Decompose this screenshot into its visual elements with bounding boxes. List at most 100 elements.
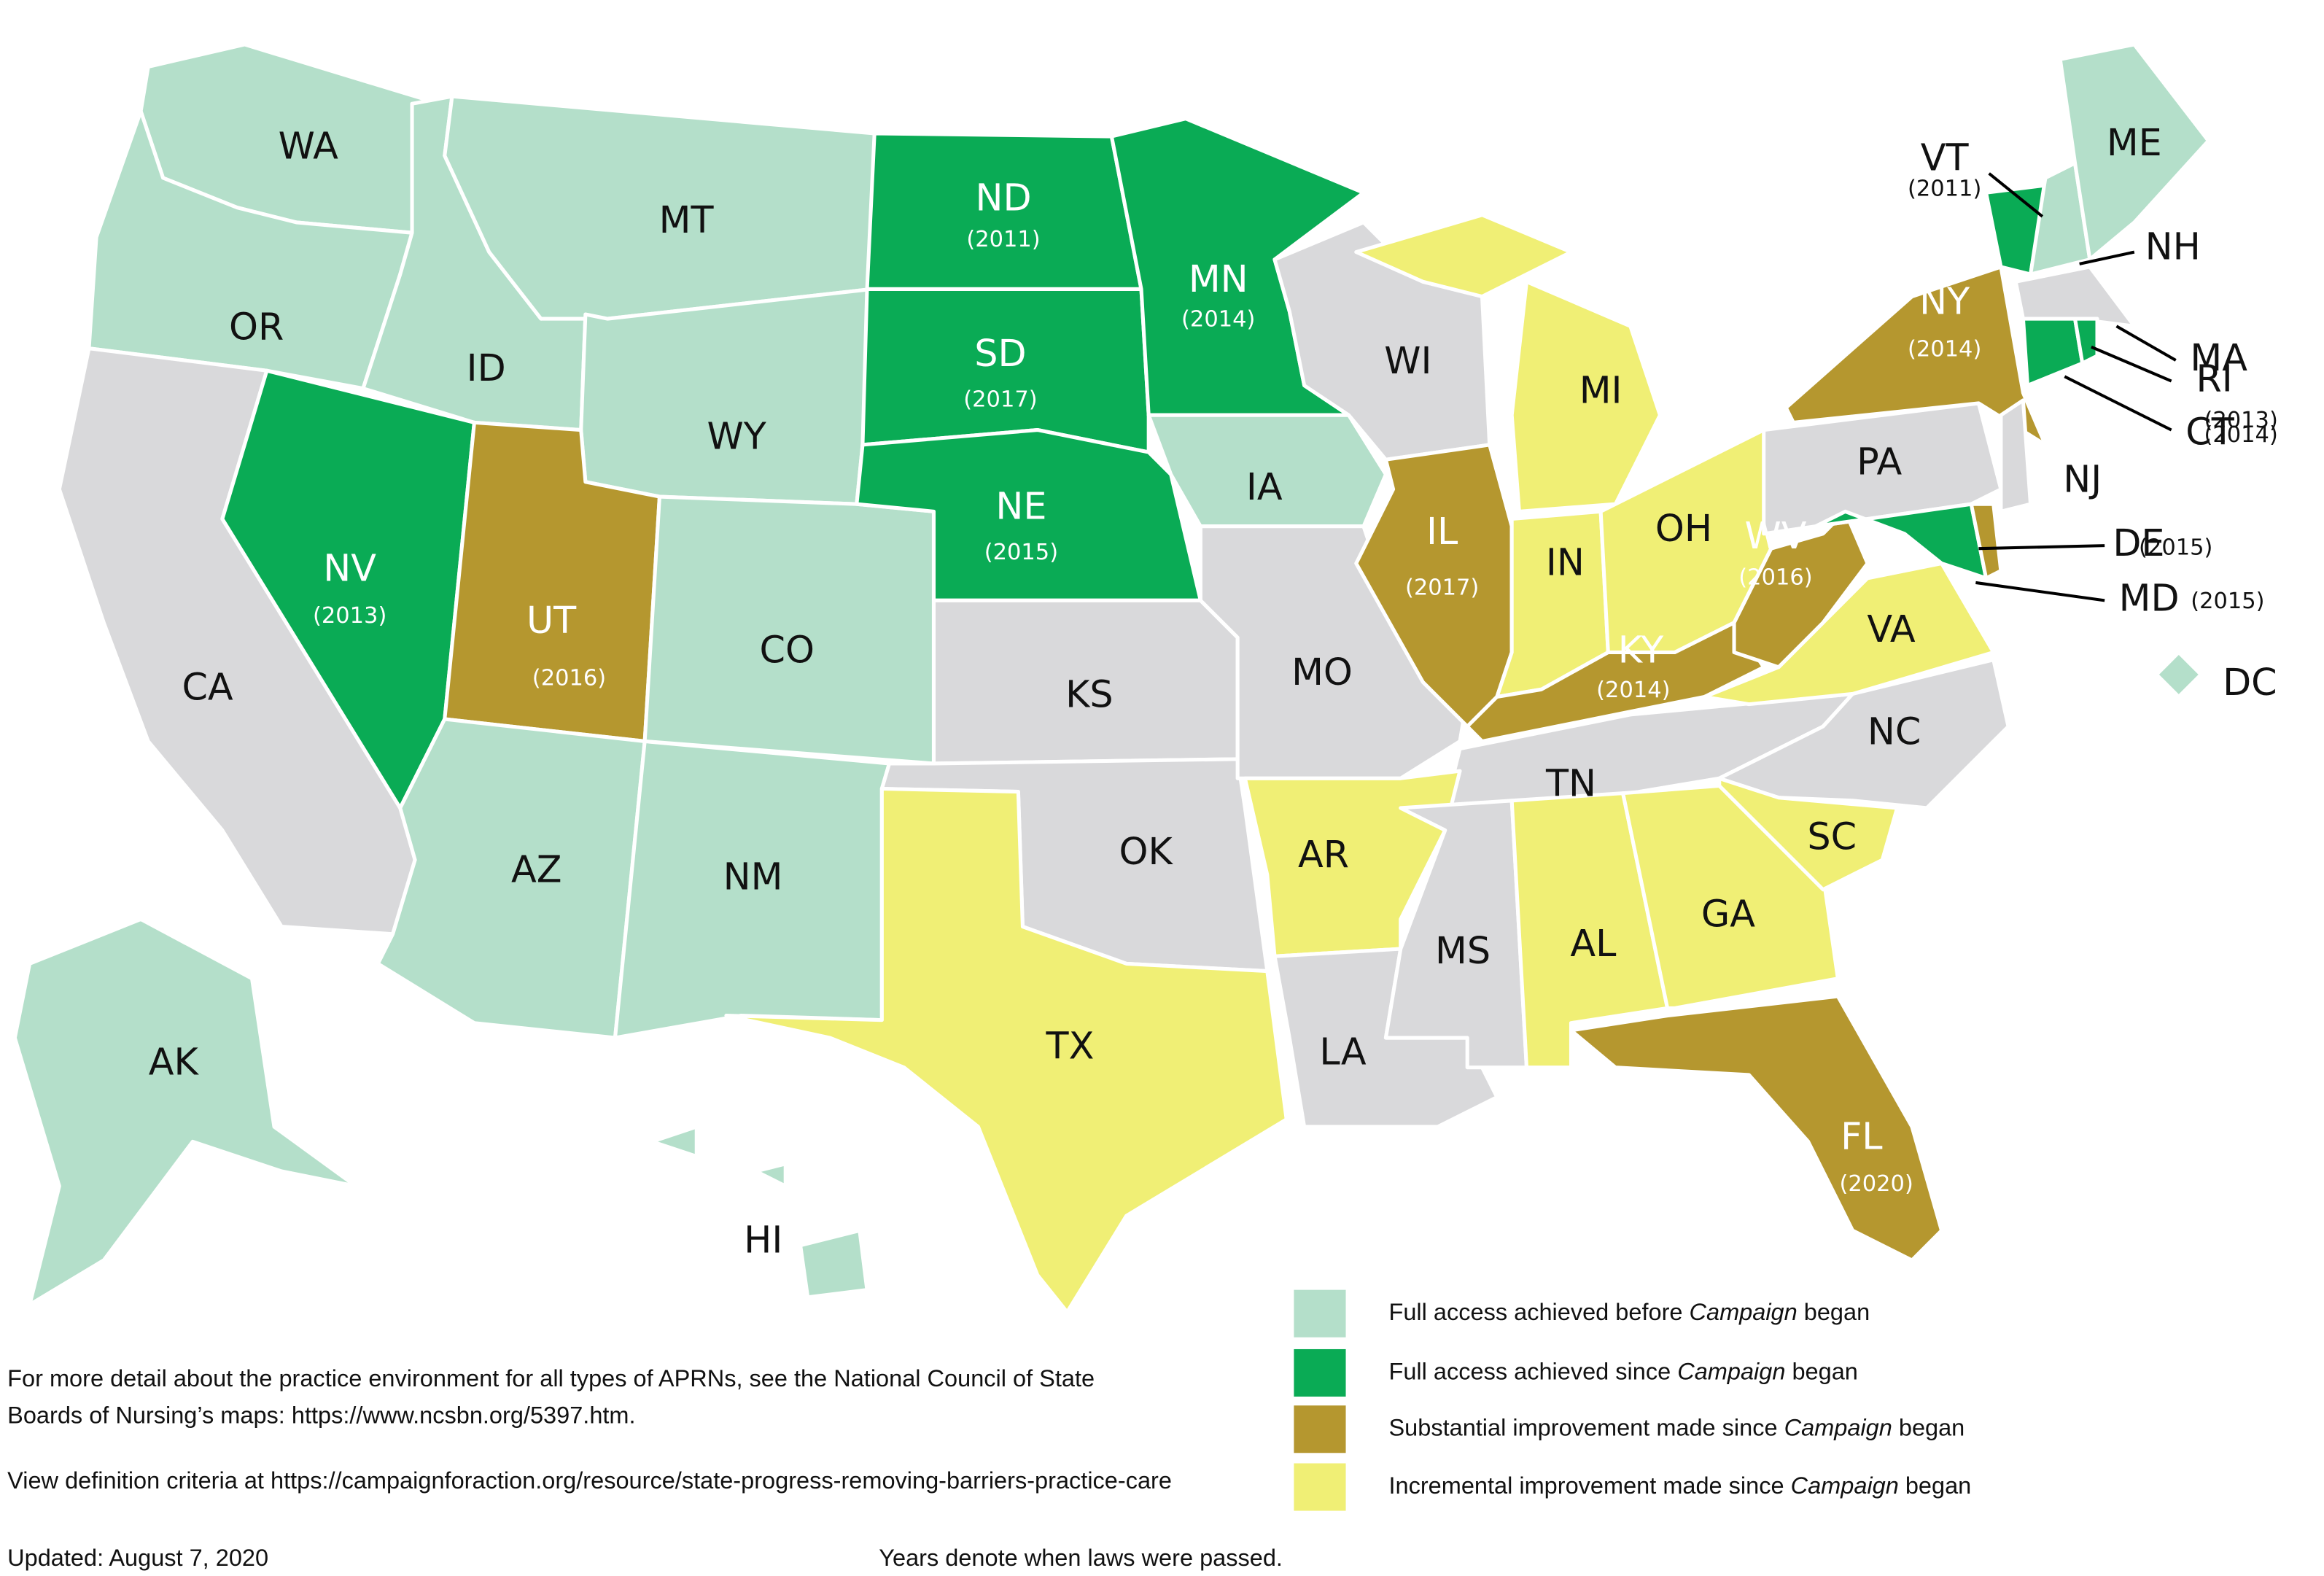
legend-text: Incremental improvement made since	[1388, 1472, 1790, 1499]
state-label: SD	[974, 332, 1026, 375]
state-label: MD	[2119, 576, 2180, 619]
state-shape	[754, 1162, 788, 1188]
legend-swatch	[1294, 1405, 1346, 1453]
state-shape	[2058, 42, 2211, 262]
state-shape	[1354, 213, 1574, 299]
legend-swatch	[1294, 1348, 1346, 1397]
state-shape	[1569, 994, 1944, 1262]
state-shape	[2021, 317, 2085, 388]
state-label: ND	[975, 176, 1031, 219]
state-label: NY	[1919, 280, 1970, 323]
leader-line	[2079, 250, 2135, 265]
state-year: (2014)	[1181, 307, 1255, 333]
state-year: (2014)	[1908, 336, 1981, 362]
state-label: RI	[2196, 357, 2232, 400]
legend-text: began	[1785, 1358, 1857, 1384]
legend-text: Substantial improvement made since	[1388, 1414, 1784, 1440]
state-shape	[12, 917, 358, 1307]
leader-line	[2064, 375, 2172, 432]
state-label: TX	[1046, 1024, 1095, 1067]
leader-line	[1975, 581, 2105, 602]
state-year: (2020)	[1839, 1171, 1913, 1197]
state-shape	[2013, 265, 2137, 328]
legend-text: began	[1899, 1472, 1971, 1499]
state-year: (2015)	[2191, 589, 2264, 614]
state-label: NC	[1868, 710, 1921, 753]
legend-label: Substantial improvement made since Campa…	[1388, 1414, 1964, 1440]
state-shape	[1243, 769, 1462, 958]
legend-label: Incremental improvement made since Campa…	[1388, 1472, 1971, 1499]
state-shape	[1784, 265, 2048, 447]
state-label: OR	[229, 305, 284, 348]
state-year: (2013)	[313, 603, 386, 629]
leader-line	[1978, 544, 2105, 551]
legend-text: Full access achieved before	[1388, 1299, 1689, 1325]
state-label: AZ	[511, 847, 562, 890]
state-label: MO	[1291, 651, 1353, 694]
legend-text: Campaign	[1784, 1414, 1892, 1440]
state-shape	[1717, 776, 1900, 892]
legend-swatch	[1294, 1463, 1346, 1511]
state-label: WY	[707, 415, 767, 458]
state-year: (2014)	[1596, 678, 1670, 703]
state-label: FL	[1841, 1114, 1883, 1157]
legend-text: Campaign	[1690, 1299, 1798, 1325]
state-label: MI	[1579, 369, 1622, 412]
state-year: (2015)	[984, 540, 1058, 565]
state-year: (2013)	[2204, 408, 2277, 433]
state-label: NM	[723, 855, 783, 898]
legend-swatch	[1294, 1289, 1346, 1338]
state-year: (2017)	[1405, 575, 1479, 601]
state-label: WV	[1744, 514, 1806, 557]
state-year: (2017)	[963, 387, 1037, 412]
legend-text: Full access achieved since	[1388, 1358, 1677, 1384]
leader-line	[1988, 172, 2044, 218]
state-label: KS	[1065, 672, 1114, 715]
state-year: (2015)	[2139, 535, 2212, 561]
state-label: GA	[1701, 892, 1755, 935]
note: Years denote when laws were passed.	[879, 1545, 1283, 1571]
leader-line	[2091, 345, 2172, 383]
state-shape	[724, 786, 1289, 1314]
state-label: ME	[2107, 121, 2162, 164]
state-shape	[2154, 650, 2203, 699]
state-label: MS	[1435, 929, 1491, 972]
legend-label: Full access achieved since Campaign bega…	[1388, 1358, 1857, 1384]
state-shape	[1999, 398, 2033, 513]
state-label: CO	[760, 628, 815, 671]
state-label: KY	[1618, 628, 1664, 671]
state-labels: WA OR CA ID NV (2013) MT WY UT (2016) AZ CO NM ND (201…	[149, 121, 2278, 1261]
state-label: AR	[1298, 833, 1349, 876]
state-shape	[2072, 317, 2099, 365]
state-shape	[650, 1125, 699, 1159]
legend-text: Campaign	[1677, 1358, 1785, 1384]
state-year: (2011)	[966, 227, 1040, 252]
state-label: NH	[2145, 225, 2201, 268]
state-label: SC	[1807, 815, 1857, 858]
state-shape	[1732, 509, 1870, 669]
state-label: LA	[1319, 1030, 1366, 1073]
state-label: AL	[1570, 922, 1617, 965]
state-label: OK	[1119, 830, 1173, 873]
state-year: (2011)	[1908, 176, 1981, 202]
note: Boards of Nursing’s maps: https://www.nc…	[7, 1402, 635, 1429]
state-label: NV	[323, 547, 376, 590]
state-year: (2016)	[532, 666, 606, 691]
state-label: NJ	[2063, 458, 2102, 501]
state-label: CT	[2185, 411, 2234, 454]
note: View definition criteria at https://camp…	[7, 1467, 1172, 1494]
state-label: WA	[279, 124, 338, 167]
state-shape	[1969, 502, 2003, 581]
note: For more detail about the practice envir…	[7, 1365, 1095, 1391]
state-label: IA	[1246, 465, 1283, 508]
state-label: DC	[2223, 661, 2277, 704]
state-label: DE	[2113, 521, 2164, 564]
state-label: MA	[2190, 336, 2247, 379]
state-shape	[1717, 658, 2010, 810]
state-label: ID	[467, 346, 506, 389]
state-label: IL	[1426, 510, 1458, 553]
state-label: VA	[1867, 608, 1915, 651]
legend-text: began	[1892, 1414, 1964, 1440]
state-label: MN	[1189, 257, 1248, 300]
state-label: CA	[182, 665, 233, 708]
